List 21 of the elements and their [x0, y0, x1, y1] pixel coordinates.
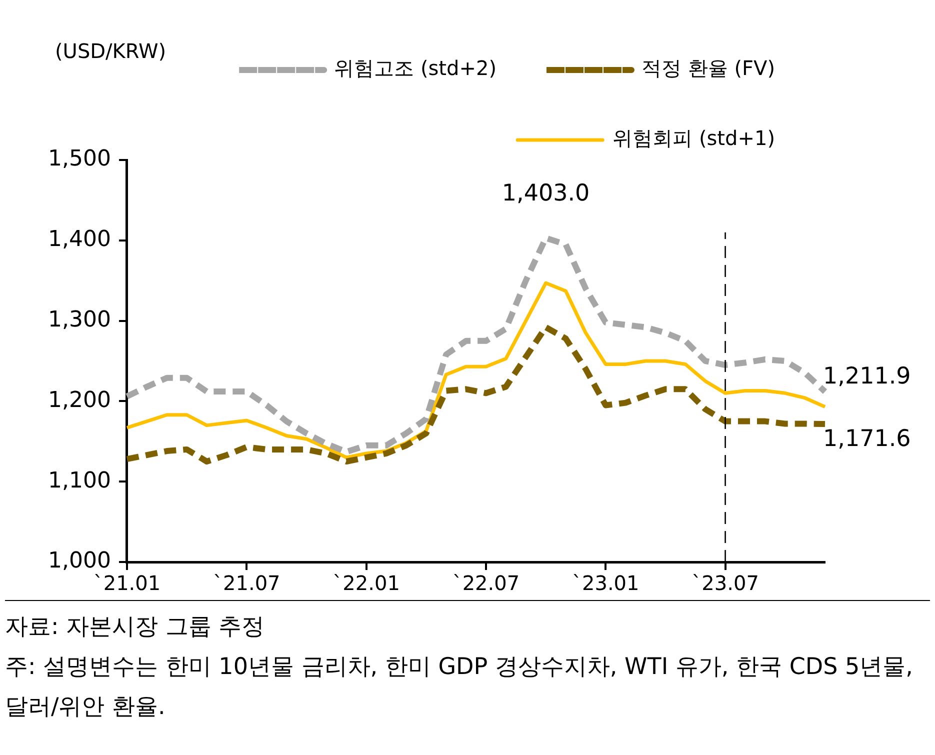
y-tick-label: 1,500	[48, 146, 111, 172]
legend-label: 위험고조 (std+2)	[334, 56, 496, 80]
x-tick-label: `23.07	[692, 571, 759, 596]
x-tick-label: `23.01	[572, 571, 640, 596]
x-tick-label: `22.01	[332, 571, 400, 596]
data-label: 1,171.6	[823, 426, 911, 452]
text: 주: 설명변수는 한미 10년물 금리차, 한미 GDP 경상수지차, WTI 유가, 한국 CDS 5년물, 달러/위안 환율.	[5, 653, 914, 722]
y-tick-label: 1,400	[48, 227, 111, 252]
text: 자료: 자본시장 그룹 추정	[5, 613, 266, 642]
y-tick-label: 1,100	[48, 468, 111, 494]
y-tick-label: 1,300	[48, 308, 111, 333]
legend-label: 위험회피 (std+1)	[612, 126, 776, 150]
legend-label: 적정 환율 (FV)	[641, 56, 776, 80]
y-tick-label: 1,200	[48, 388, 111, 413]
x-tick-label: `22.07	[452, 571, 520, 596]
data-label: 1,403.0	[502, 180, 590, 206]
x-tick-label: `21.01	[93, 571, 161, 596]
y-tick-label: 1,000	[48, 548, 111, 574]
y-axis-title: (USD/KRW)	[55, 39, 166, 64]
x-tick-label: `21.07	[213, 571, 280, 596]
data-label: 1,211.9	[823, 364, 911, 390]
